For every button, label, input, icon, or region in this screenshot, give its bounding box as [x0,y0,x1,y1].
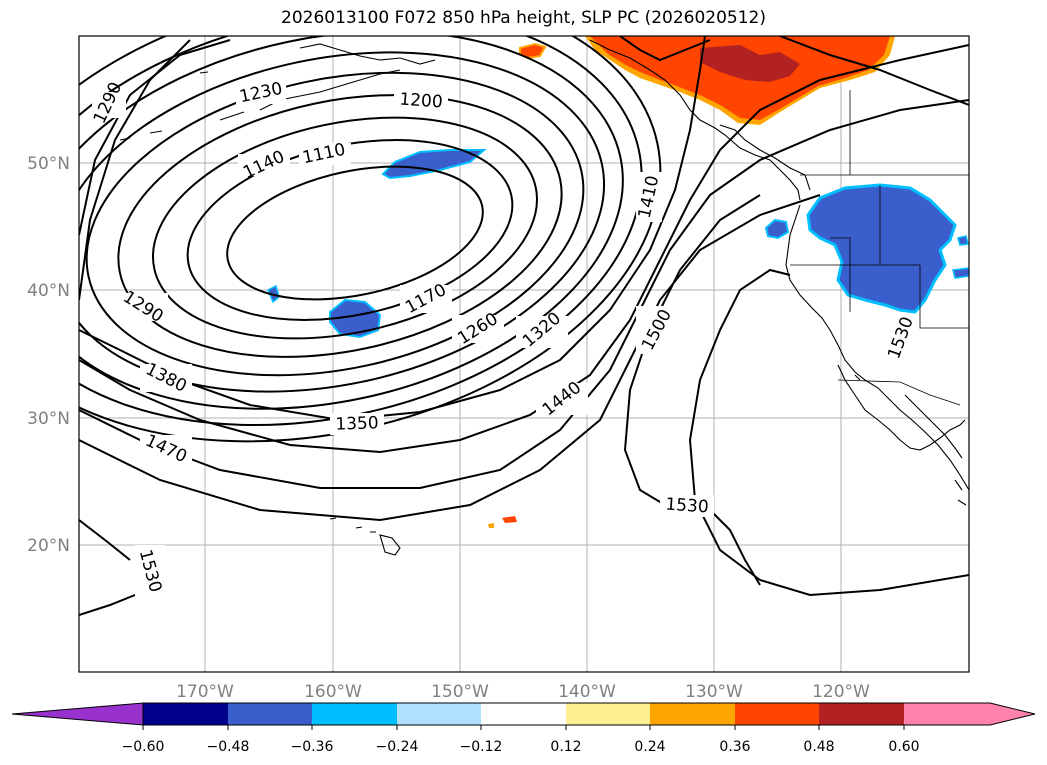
lat-label: 30°N [27,409,70,429]
colorbar-segment [312,703,397,725]
colorbar-tick-label: −0.24 [376,739,419,755]
contour-label: 1200 [399,90,444,113]
contour-label-masks [92,82,916,597]
colorbar-tick-label: −0.48 [207,739,250,755]
colorbar-segment [819,703,904,725]
colorbar-segment [481,703,566,725]
colorbar-tick-label: −0.36 [291,739,334,755]
colorbar-segment [566,703,650,725]
political-borders [790,90,969,406]
colorbar-tick-label: 0.12 [550,739,581,755]
lon-label: 170°W [176,682,234,702]
colorbar-segment [228,703,312,725]
map-frame [78,35,970,673]
coastlines [119,39,969,556]
colorbar-segment [397,703,481,725]
colorbar: −0.60 −0.48 −0.36 −0.24 −0.12 0.12 0.24 … [11,702,1036,755]
height-contours [79,36,969,616]
map-title: 2026013100 F072 850 hPa height, SLP PC (… [281,8,766,28]
colorbar-tick-label: −0.60 [122,739,165,755]
lon-label: 120°W [812,682,870,702]
colorbar-tick-label: 0.60 [888,739,919,755]
colorbar-segment [143,703,228,725]
colorbar-min-arrow [11,702,144,726]
lon-label: 160°W [304,682,362,702]
colorbar-segment [735,703,819,725]
negative-correlation-shading [267,149,969,339]
contour-label: 1530 [665,495,710,518]
map-content [79,36,969,672]
longitude-axis-labels: 170°W 160°W 150°W 140°W 130°W 120°W [176,682,870,702]
lon-label: 130°W [685,682,743,702]
contour-label: 1350 [335,413,379,434]
lat-label: 50°N [27,154,70,174]
lon-label: 140°W [558,682,616,702]
colorbar-max-arrow [904,703,1035,725]
colorbar-segment [650,703,735,725]
colorbar-tick-label: 0.24 [634,739,665,755]
latitude-axis-labels: 50°N 40°N 30°N 20°N [27,154,70,556]
map-panel [79,36,969,672]
colorbar-tick-label: 0.36 [719,739,750,755]
lat-label: 40°N [27,281,70,301]
colorbar-tick-label: 0.48 [803,739,834,755]
lat-label: 20°N [27,536,70,556]
lon-label: 150°W [431,682,489,702]
colorbar-tick-label: −0.12 [460,739,503,755]
